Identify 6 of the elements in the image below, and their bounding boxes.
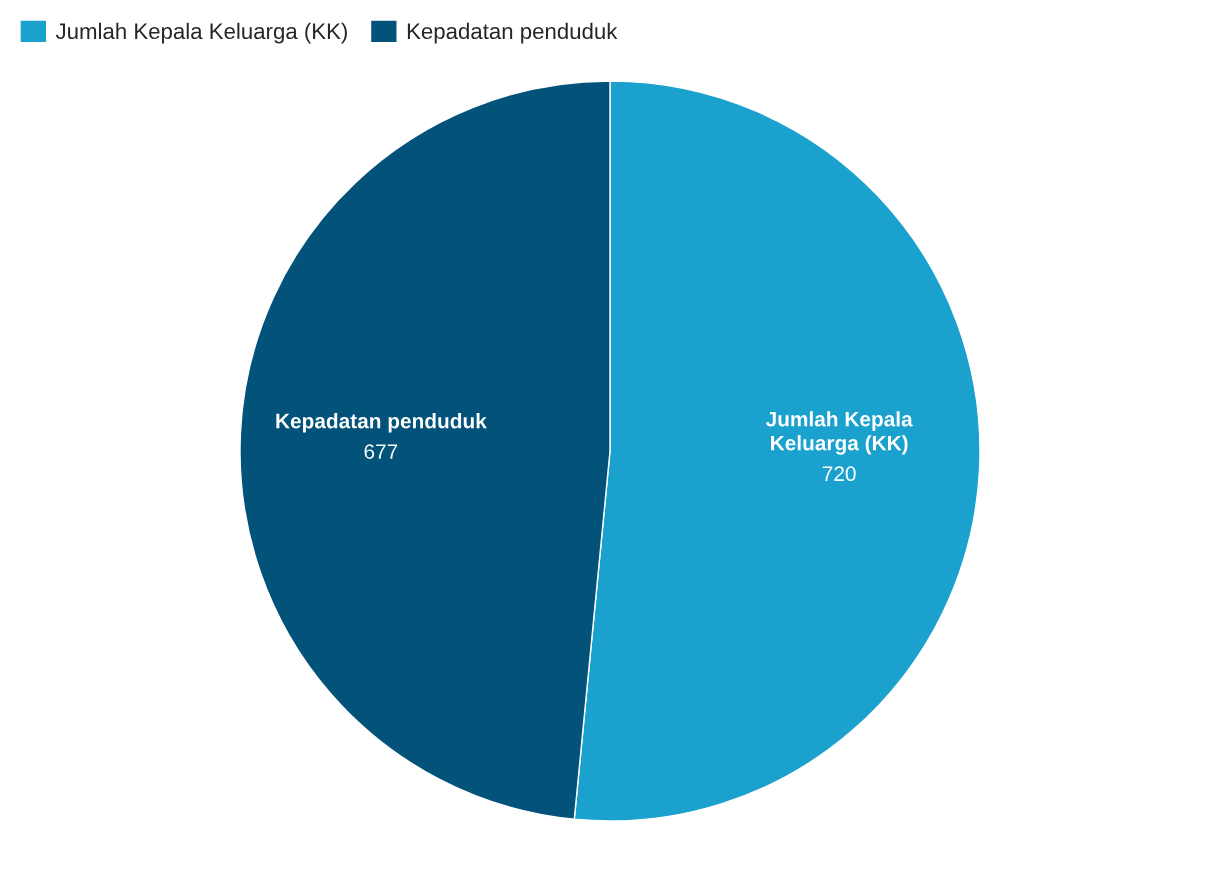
data-label: 677 (364, 444, 398, 459)
data-label: 720 (822, 466, 856, 482)
slice-label: Kepadatan penduduk (276, 413, 487, 433)
legend-label: Kepadatan penduduk (407, 22, 618, 44)
slice-label: Jumlah Kepala Keluarga (KK) (765, 411, 913, 455)
legend-label: Jumlah Kepala Keluarga (KK) (55, 22, 347, 44)
